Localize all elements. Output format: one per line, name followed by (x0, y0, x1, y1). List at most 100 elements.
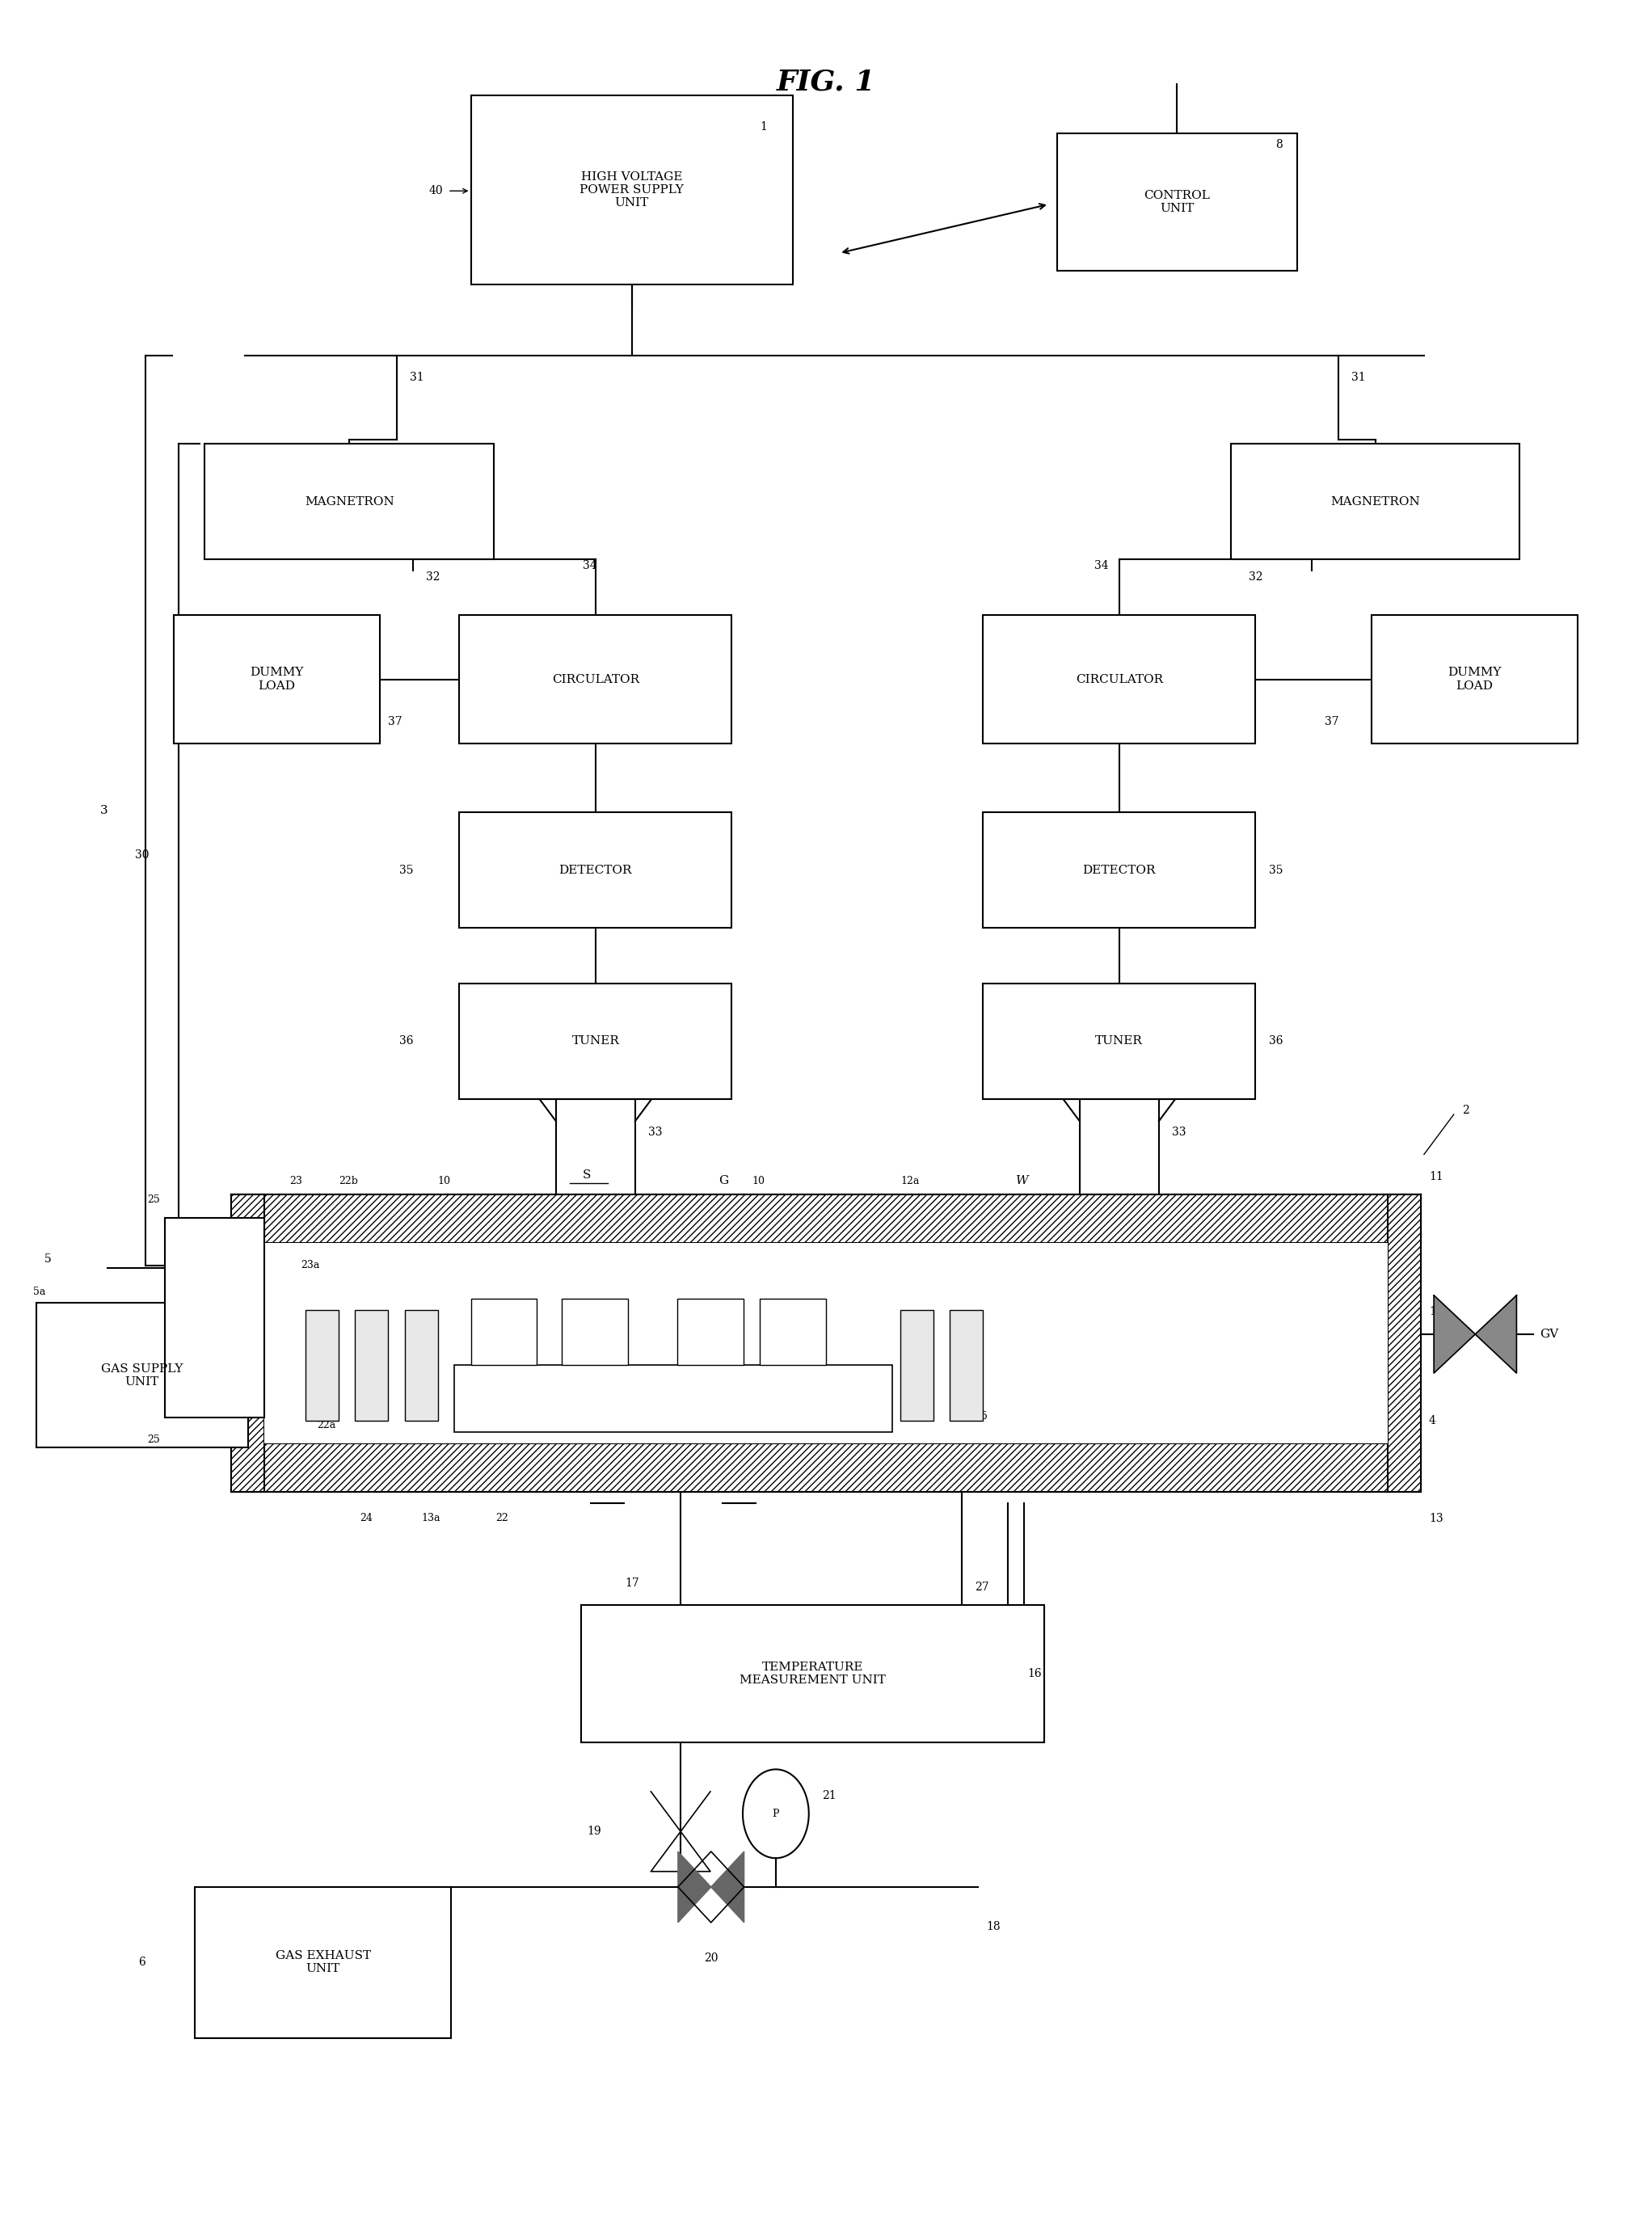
Text: 31: 31 (410, 371, 425, 384)
Text: GV: GV (1540, 1328, 1558, 1341)
FancyBboxPatch shape (231, 1194, 1421, 1243)
Text: 40: 40 (428, 184, 443, 198)
Text: CIRCULATOR: CIRCULATOR (552, 673, 639, 686)
FancyBboxPatch shape (562, 1299, 628, 1365)
Text: DUMMY
LOAD: DUMMY LOAD (1447, 668, 1502, 690)
Text: 27: 27 (975, 1581, 990, 1594)
Text: 18: 18 (986, 1920, 1001, 1934)
Text: 1: 1 (760, 120, 767, 133)
Text: 4: 4 (1429, 1414, 1436, 1427)
Text: DETECTOR: DETECTOR (558, 864, 633, 877)
Text: 33: 33 (649, 1126, 662, 1139)
Text: 23a: 23a (301, 1261, 319, 1270)
Text: 15: 15 (975, 1412, 988, 1421)
Polygon shape (1475, 1294, 1517, 1372)
Text: 22: 22 (496, 1514, 509, 1523)
Polygon shape (1434, 1294, 1475, 1372)
Text: 32: 32 (426, 571, 441, 584)
Text: GAS SUPPLY
UNIT: GAS SUPPLY UNIT (101, 1363, 183, 1388)
FancyBboxPatch shape (1057, 133, 1297, 271)
Text: 25: 25 (147, 1434, 160, 1445)
FancyBboxPatch shape (173, 615, 380, 744)
FancyBboxPatch shape (760, 1299, 826, 1365)
FancyBboxPatch shape (1231, 444, 1520, 559)
Text: TUNER: TUNER (572, 1035, 620, 1048)
Text: TUNER: TUNER (1095, 1035, 1143, 1048)
Text: 14: 14 (752, 1394, 765, 1403)
FancyBboxPatch shape (355, 1310, 388, 1421)
FancyBboxPatch shape (471, 1299, 537, 1365)
Text: W: W (1016, 1174, 1029, 1188)
FancyBboxPatch shape (1388, 1194, 1421, 1492)
FancyBboxPatch shape (231, 1194, 264, 1492)
Text: 2: 2 (1462, 1103, 1469, 1117)
Text: 37: 37 (1325, 715, 1340, 728)
Text: 20: 20 (704, 1951, 719, 1965)
FancyBboxPatch shape (459, 615, 732, 744)
Text: 36: 36 (1269, 1035, 1284, 1048)
Text: FIG. 1: FIG. 1 (776, 69, 876, 95)
Text: 37: 37 (388, 715, 403, 728)
Polygon shape (677, 1851, 710, 1923)
FancyBboxPatch shape (165, 1217, 264, 1419)
Text: 6: 6 (139, 1956, 145, 1969)
FancyBboxPatch shape (264, 1243, 1388, 1443)
Text: DETECTOR: DETECTOR (1082, 864, 1156, 877)
Text: 12: 12 (1429, 1305, 1444, 1319)
FancyBboxPatch shape (1371, 615, 1578, 744)
Text: MAGNETRON: MAGNETRON (304, 495, 395, 508)
FancyBboxPatch shape (459, 983, 732, 1099)
Text: 30: 30 (135, 848, 149, 861)
FancyBboxPatch shape (405, 1310, 438, 1421)
Text: CONTROL
UNIT: CONTROL UNIT (1143, 191, 1211, 213)
Text: HIGH VOLTAGE
POWER SUPPLY
UNIT: HIGH VOLTAGE POWER SUPPLY UNIT (580, 171, 684, 209)
FancyBboxPatch shape (983, 813, 1256, 928)
Text: S: S (582, 1170, 591, 1181)
FancyBboxPatch shape (205, 444, 494, 559)
Text: 24: 24 (360, 1514, 373, 1523)
Text: 35: 35 (398, 864, 413, 877)
Text: 33: 33 (1173, 1126, 1186, 1139)
FancyBboxPatch shape (471, 95, 793, 284)
Text: G: G (719, 1174, 729, 1188)
Text: 16: 16 (1028, 1667, 1042, 1681)
Text: GAS EXHAUST
UNIT: GAS EXHAUST UNIT (276, 1951, 370, 1974)
Text: 32: 32 (1249, 571, 1264, 584)
Text: 21: 21 (823, 1789, 836, 1803)
Text: 10: 10 (438, 1177, 451, 1185)
Text: 3: 3 (101, 804, 107, 817)
Text: 17: 17 (624, 1576, 639, 1590)
Text: 11: 11 (1429, 1170, 1444, 1183)
Text: 5a: 5a (33, 1288, 46, 1296)
Text: 25: 25 (147, 1194, 160, 1205)
FancyBboxPatch shape (454, 1365, 892, 1432)
FancyBboxPatch shape (195, 1887, 451, 2038)
Text: 26: 26 (605, 1383, 618, 1392)
Text: MAGNETRON: MAGNETRON (1330, 495, 1421, 508)
FancyBboxPatch shape (900, 1310, 933, 1421)
Text: 34: 34 (583, 559, 596, 573)
Polygon shape (710, 1851, 743, 1923)
FancyBboxPatch shape (983, 615, 1256, 744)
Text: DUMMY
LOAD: DUMMY LOAD (249, 668, 304, 690)
FancyBboxPatch shape (36, 1303, 248, 1447)
Text: 22a: 22a (317, 1421, 335, 1430)
Text: 23: 23 (289, 1177, 302, 1185)
Text: 8: 8 (1275, 138, 1282, 151)
Text: CIRCULATOR: CIRCULATOR (1075, 673, 1163, 686)
Text: 13: 13 (1429, 1512, 1444, 1525)
Text: 34: 34 (1094, 559, 1108, 573)
Text: 31: 31 (1351, 371, 1366, 384)
Text: 5: 5 (45, 1252, 51, 1265)
Text: 22b: 22b (339, 1177, 358, 1185)
Text: 13a: 13a (421, 1514, 439, 1523)
FancyBboxPatch shape (950, 1310, 983, 1421)
Text: 36: 36 (398, 1035, 413, 1048)
Text: 12a: 12a (900, 1177, 919, 1185)
FancyBboxPatch shape (677, 1299, 743, 1365)
Text: 35: 35 (1269, 864, 1284, 877)
FancyBboxPatch shape (582, 1605, 1044, 1743)
Text: P: P (773, 1809, 780, 1818)
Text: TEMPERATURE
MEASUREMENT UNIT: TEMPERATURE MEASUREMENT UNIT (740, 1663, 885, 1685)
FancyBboxPatch shape (459, 813, 732, 928)
